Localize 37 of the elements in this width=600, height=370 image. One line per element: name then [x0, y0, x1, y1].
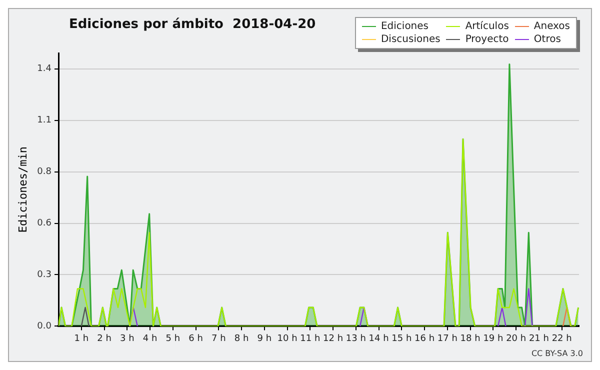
- x-tick-label: 5 h: [166, 334, 180, 344]
- y-tick-label: 0.6: [37, 218, 52, 229]
- x-tick-label: 10 h: [277, 334, 298, 344]
- legend-label: Ediciones: [380, 20, 429, 33]
- chart-title: Ediciones por ámbito 2018-04-20: [69, 17, 316, 32]
- x-tick-label: 17 h: [437, 334, 458, 344]
- y-tick-label: 1.4: [37, 64, 52, 74]
- legend-label: Anexos: [534, 20, 570, 33]
- x-tick-label: 9 h: [257, 334, 272, 344]
- y-tick-label: 0.0: [37, 322, 52, 332]
- y-axis-title: Ediciones/min: [16, 146, 30, 233]
- x-tick-label: 3 h: [120, 334, 134, 344]
- y-tick-label: 1.1: [37, 116, 52, 126]
- x-tick-label: 15 h: [392, 334, 412, 344]
- x-tick-label: 16 h: [414, 334, 435, 344]
- x-tick-label: 21 h: [528, 334, 549, 344]
- legend-label: Artículos: [465, 20, 509, 33]
- x-tick-label: 19 h: [483, 334, 504, 344]
- x-tick-label: 13 h: [346, 334, 366, 344]
- legend-label: Discusiones: [380, 33, 440, 46]
- x-tick-label: 20 h: [506, 334, 526, 344]
- text: CC BY-SA 3.0: [531, 349, 583, 358]
- x-tick-label: 11 h: [300, 334, 320, 344]
- x-tick-label: 4 h: [142, 334, 158, 344]
- x-tick-label: 1 h: [74, 334, 89, 344]
- x-tick-label: 6 h: [188, 334, 203, 344]
- x-tick-label: 14 h: [368, 334, 389, 344]
- legend-label: Otros: [534, 33, 561, 46]
- y-tick-label: 0.3: [37, 270, 52, 280]
- legend-label: Proyecto: [465, 33, 509, 46]
- x-tick-label: 7 h: [212, 334, 226, 344]
- x-tick-label: 8 h: [234, 334, 249, 344]
- x-tick-label: 12 h: [323, 334, 344, 344]
- x-tick-label: 22 h: [552, 334, 572, 344]
- x-tick-label: 2 h: [97, 334, 112, 344]
- x-tick-label: 18 h: [460, 334, 480, 344]
- y-tick-label: 0.8: [37, 167, 52, 178]
